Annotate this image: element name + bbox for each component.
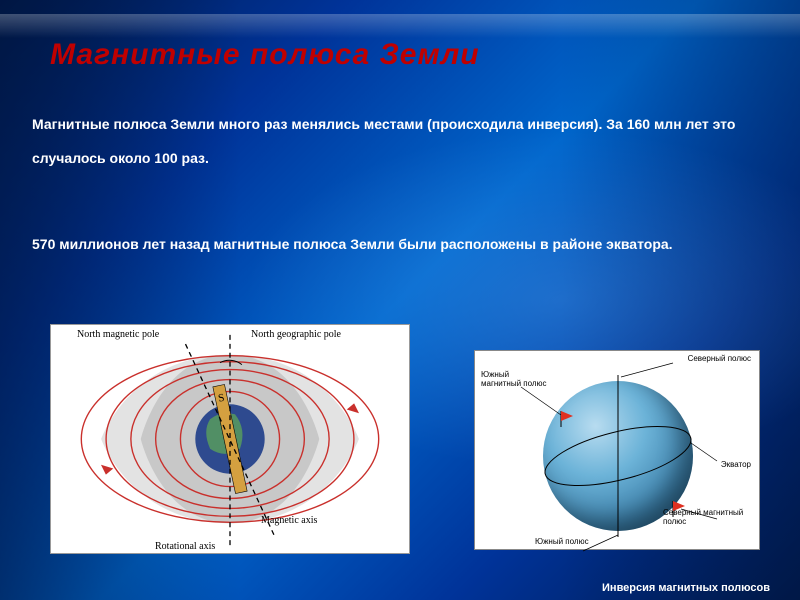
field-svg: S bbox=[51, 325, 409, 553]
label-south-pole: Южный полюс bbox=[535, 538, 589, 547]
label-south-magnetic: Южный магнитный полюс bbox=[481, 371, 551, 389]
label-north-geographic: North geographic pole bbox=[251, 329, 341, 340]
label-north-magnetic-r: Северный магнитный полюс bbox=[663, 509, 753, 527]
header-gloss bbox=[0, 14, 800, 38]
label-rotational-axis: Rotational axis bbox=[155, 541, 215, 552]
page-title: Магнитные полюса Земли bbox=[50, 38, 480, 72]
paragraph-2: 570 миллионов лет назад магнитные полюса… bbox=[32, 228, 768, 262]
inversion-diagram: Северный полюс Южный магнитный полюс Экв… bbox=[474, 350, 760, 550]
field-diagram-box: S North magnetic pole North geographic p… bbox=[50, 324, 410, 554]
label-north-pole: Северный полюс bbox=[688, 355, 751, 364]
field-diagram: S North magnetic pole North geographic p… bbox=[50, 314, 410, 574]
footer-caption: Инверсия магнитных полюсов bbox=[602, 582, 770, 594]
label-north-magnetic: North magnetic pole bbox=[77, 329, 159, 340]
paragraph-1: Магнитные полюса Земли много раз менялис… bbox=[32, 108, 768, 175]
label-equator: Экватор bbox=[721, 461, 751, 470]
label-magnetic-axis: Magnetic axis bbox=[261, 515, 317, 526]
